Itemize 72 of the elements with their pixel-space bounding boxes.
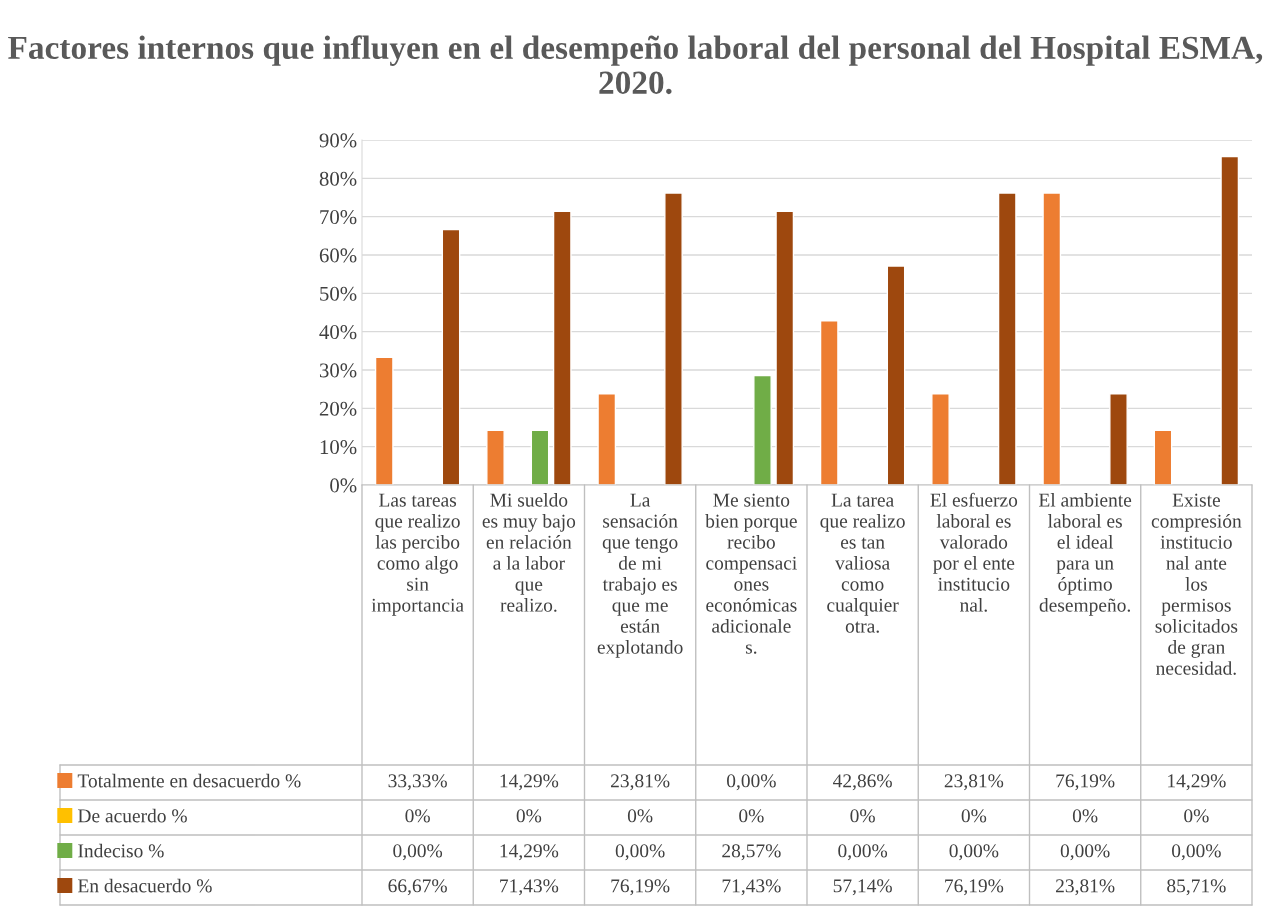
x-tick-label: Las tareas que realizo las percibo como algo sin importancia — [371, 493, 464, 616]
data-label: 71,43% — [500, 879, 559, 896]
chart-title: Factores internos que influyen en el desempeño laboral del personal del Hospital ESMA, 2020. — [8, 35, 1263, 95]
data-label: 71,43% — [722, 879, 781, 896]
y-tick-label: 80% — [319, 171, 357, 186]
data-label: 57,14% — [833, 879, 892, 896]
data-label: 14,29% — [1168, 774, 1226, 791]
bar — [931, 393, 950, 485]
legend-label: Indeciso % — [78, 843, 164, 858]
legend-label: En desacuerdo % — [78, 878, 212, 893]
bar — [886, 265, 906, 485]
bar — [374, 356, 394, 485]
data-label: 76,19% — [945, 879, 1004, 896]
data-label: 76,19% — [1056, 774, 1115, 791]
data-label: 42,86% — [833, 774, 892, 791]
legend-label: Totalmente en desacuerdo % — [77, 773, 301, 788]
data-label: 23,81% — [1056, 879, 1115, 896]
bar — [530, 429, 550, 485]
bar — [775, 210, 795, 485]
category-label: Existe compresión institucional ante los permisos solicitados de gran necesidad. — [1151, 493, 1242, 675]
data-label: 0% — [850, 809, 875, 823]
data-label: 0,00% — [838, 844, 888, 861]
data-label: 0% — [739, 809, 764, 823]
data-label: 0,00% — [615, 844, 665, 861]
data-label: 14,29% — [500, 774, 559, 791]
y-tick-label: 90% — [319, 133, 357, 148]
data-label: 0% — [516, 809, 542, 823]
data-label: 0% — [405, 809, 430, 823]
data-label: 0% — [1184, 809, 1209, 823]
y-tick-label: 0% — [330, 478, 357, 493]
y-tick-label: 50% — [320, 286, 357, 301]
legend-label: De acuerdo % — [78, 808, 187, 823]
data-label: 76,19% — [611, 879, 670, 896]
bar — [597, 393, 617, 485]
data-label: 0,00% — [949, 844, 999, 861]
y-tick-label: 10% — [320, 440, 357, 455]
x-tick-label: Me siento bien porque recibo compensaciones económicas adicionales. — [705, 493, 797, 654]
data-label: 0% — [627, 809, 653, 823]
data-label: 0,00% — [727, 774, 776, 791]
y-tick-label: 60% — [319, 248, 357, 263]
data-label: 28,57% — [722, 844, 781, 861]
data-label: 23,81% — [611, 774, 670, 791]
x-tick-label: Mi sueldo es muy bajo en relación a la labor que realizo. — [482, 493, 576, 612]
data-label: 0% — [1072, 809, 1098, 823]
data-label: 66,67% — [388, 879, 447, 896]
y-tick-label: 20% — [319, 401, 357, 416]
data-label: 85,71% — [1167, 879, 1226, 896]
bar — [1153, 429, 1173, 485]
bar — [664, 192, 683, 485]
x-tick-label: El ambiente laboral es el ideal para un óptimo desempeño. — [1038, 493, 1132, 616]
x-tick-label: La tarea que realizo es tan valiosa como cualquier otra. — [820, 493, 905, 633]
bar — [486, 429, 505, 485]
data-label: 0,00% — [1060, 844, 1110, 861]
bar — [997, 192, 1017, 485]
y-tick-label: 30% — [319, 363, 357, 378]
data-label: 0% — [961, 809, 987, 823]
y-tick-label: 70% — [320, 210, 357, 225]
y-tick-label: 40% — [319, 325, 357, 340]
bar — [1042, 192, 1062, 485]
bar — [819, 320, 839, 485]
data-label: 33,33% — [388, 774, 447, 791]
data-label: 14,29% — [500, 844, 559, 861]
bar — [753, 374, 772, 485]
bar — [1109, 393, 1128, 485]
data-label: 23,81% — [944, 774, 1004, 791]
bar — [441, 228, 461, 485]
data-label: 0,00% — [1172, 844, 1221, 861]
bar — [552, 210, 572, 485]
x-tick-label: La sensación que tengo de mi trabajo es que me están explotando — [597, 493, 683, 658]
x-tick-label: El esfuerzo laboral es valorado por el ente institucional. — [930, 492, 1018, 612]
data-label: 0,00% — [393, 844, 443, 861]
bar — [1220, 155, 1240, 485]
